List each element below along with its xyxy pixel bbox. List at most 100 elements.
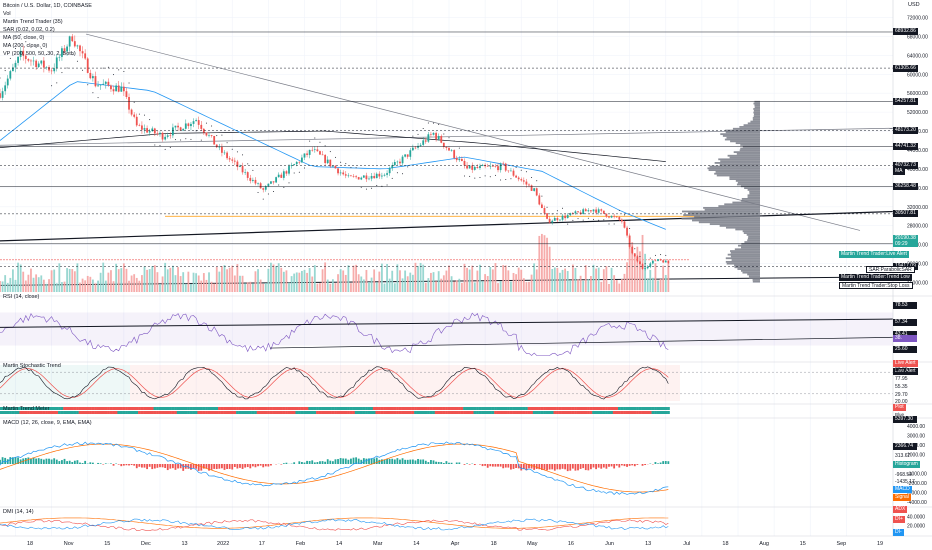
time-label: Mar — [373, 541, 383, 547]
sar-dot — [572, 219, 574, 221]
macd-hist-bar — [502, 464, 505, 469]
dmi-label[interactable]: DMI (14, 14) — [3, 509, 34, 515]
meter-cell — [445, 411, 448, 414]
sar-dot — [30, 46, 32, 48]
volume-bar — [259, 279, 262, 292]
vol-label[interactable]: Vol — [3, 11, 11, 17]
volume-bar — [435, 281, 438, 292]
volume-bar — [342, 270, 345, 292]
candle-body — [641, 264, 644, 269]
meter-cell — [625, 411, 629, 414]
rsi-label[interactable]: RSI (14, close) — [3, 294, 40, 300]
candle-body — [458, 158, 461, 161]
meter-cell — [176, 407, 180, 410]
macd-hist-bar — [319, 461, 321, 464]
candle-body — [97, 85, 99, 87]
meter-cell — [574, 411, 577, 414]
candle-body — [362, 175, 365, 178]
volume-bar — [321, 269, 324, 292]
candle-body — [251, 179, 254, 181]
indicator-vp[interactable]: VP (200, 500, 50, 30, 2, Both) — [3, 51, 76, 57]
sar-dot — [412, 135, 414, 137]
sar-dot — [340, 161, 342, 163]
volume-bar — [497, 283, 499, 292]
volume-bar — [352, 265, 355, 292]
volume-bar — [104, 280, 107, 292]
macd-hist-bar — [370, 458, 373, 464]
meter-cell — [45, 411, 48, 414]
profile-bar — [694, 215, 760, 218]
meter-cell — [243, 411, 247, 414]
meter-cell — [161, 411, 165, 414]
volume-bar — [311, 276, 314, 292]
meter-cell — [267, 407, 270, 410]
meter-cell — [383, 407, 386, 410]
time-axis[interactable]: 18 Nov 15 Dec 13 2022 17 Feb 14 Mar 14 Apr 18 May 16 Ju… — [27, 541, 883, 547]
profile-bar — [733, 151, 760, 154]
meter-cell — [181, 407, 185, 410]
macd-hist-bar — [84, 460, 87, 464]
meter-cell — [501, 411, 505, 414]
volume-bar — [213, 283, 216, 292]
volume-bar — [288, 282, 290, 292]
indicator-sar[interactable]: SAR (0.02, 0.02, 0.2) — [3, 27, 55, 33]
meter-cell — [316, 411, 319, 414]
volume-bar — [66, 268, 68, 292]
candle-body — [546, 213, 548, 219]
meter-cell — [24, 407, 28, 410]
volume-bar — [115, 263, 118, 292]
candle-body — [494, 166, 497, 167]
price-tick-label: 60000.00 — [907, 72, 928, 78]
volume-bar — [50, 270, 53, 292]
meter-cell — [530, 411, 534, 414]
meter-cell — [169, 407, 172, 410]
sar-dot — [515, 166, 517, 168]
symbol-title[interactable]: Bitcoin / U.S. Dollar, 1D, COINBASE — [3, 3, 92, 9]
candle-body — [58, 56, 61, 58]
volume-bar — [146, 269, 148, 292]
macd-hist-bar — [535, 464, 538, 469]
meter-cell — [94, 407, 97, 410]
macd-v1: 2366.74 — [893, 443, 917, 450]
stoch-label[interactable]: Martin Stochastic Trend — [3, 363, 61, 369]
candle-body — [254, 179, 257, 184]
candle-body — [104, 81, 107, 84]
rsi-tag: 38. — [893, 335, 917, 343]
volume-bar — [117, 269, 120, 292]
macd-hist-bar — [381, 459, 383, 464]
volume-bar — [94, 283, 97, 292]
trendmeter-label[interactable]: Martin Trend Meter — [3, 406, 50, 412]
meter-cell — [636, 407, 639, 410]
sar-tag: SAR:ParabolicSAR — [866, 266, 915, 273]
macd-hist-bar — [427, 462, 430, 464]
profile-bar — [704, 208, 760, 211]
profile-bar — [734, 248, 760, 251]
meter-cell — [197, 411, 201, 414]
meter-cell — [117, 407, 121, 410]
indicator-mtt[interactable]: Martin Trend Trader (35) — [3, 19, 63, 25]
meter-cell — [187, 411, 190, 414]
macd-label[interactable]: MACD (12, 26, close, 9, EMA, EMA) — [3, 420, 92, 426]
indicator-ma50[interactable]: MA (50, close, 0) — [3, 35, 45, 41]
candle-body — [120, 86, 123, 92]
meter-cell — [11, 411, 15, 414]
sar-dot — [634, 248, 636, 250]
macd-hist-bar — [548, 464, 551, 470]
indicator-ma200[interactable]: MA (200, close, 0) — [3, 43, 48, 49]
volume-bar — [414, 262, 417, 292]
sar-dot — [174, 139, 176, 141]
meter-cell — [378, 411, 381, 414]
profile-bar — [753, 111, 760, 114]
profile-bar — [748, 235, 760, 238]
profile-bar — [752, 278, 760, 281]
meter-cell — [9, 407, 12, 410]
volume-bar — [481, 281, 484, 292]
meter-cell — [568, 411, 572, 414]
candle-body — [662, 260, 665, 263]
volume-bar — [32, 277, 35, 292]
profile-bar — [719, 163, 760, 166]
volume-bar — [623, 273, 626, 292]
macd-hist-bar — [667, 461, 670, 464]
candle-body — [298, 161, 301, 163]
